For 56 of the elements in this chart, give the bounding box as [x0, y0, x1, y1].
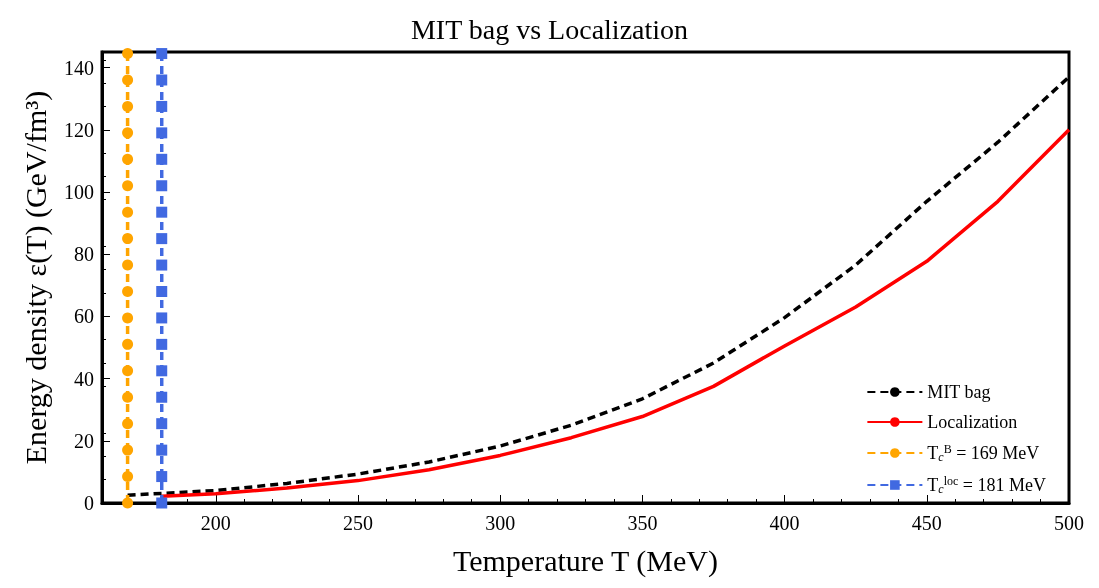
- x-tick-label: 200: [200, 512, 231, 534]
- point: [122, 259, 134, 271]
- chart-title: MIT bag vs Localization: [410, 13, 689, 45]
- point: [122, 48, 134, 60]
- y-axis-title: Energy density ε(T) (GeV/fm³): [18, 90, 53, 465]
- point: [122, 444, 134, 456]
- y-tick-label: 0: [84, 492, 94, 514]
- point: [156, 471, 168, 483]
- y-tick-label: 40: [74, 367, 94, 390]
- x-tick-label: 400: [769, 512, 800, 534]
- point: [122, 365, 134, 377]
- point: [156, 338, 168, 350]
- y-tick-label: 20: [74, 429, 94, 452]
- point: [156, 497, 168, 509]
- point: [122, 74, 134, 86]
- point: [156, 100, 168, 112]
- point: [156, 206, 168, 218]
- point: [156, 180, 168, 192]
- point: [122, 127, 134, 139]
- point: [122, 233, 134, 245]
- point: [156, 365, 168, 377]
- y-tick-label: 60: [74, 305, 94, 328]
- x-tick-label: 250: [342, 512, 373, 534]
- point: [156, 259, 168, 271]
- point: [156, 48, 168, 60]
- point: [122, 100, 134, 112]
- point: [122, 153, 134, 165]
- y-tick-label: 140: [64, 56, 94, 79]
- x-tick-label: 500: [1054, 512, 1084, 534]
- point: [156, 286, 168, 297]
- legend-label: Localization: [927, 412, 1018, 432]
- x-tick-label: 300: [485, 512, 516, 534]
- point: [122, 418, 134, 430]
- point: [122, 471, 134, 483]
- point: [122, 180, 134, 192]
- y-tick-label: 120: [64, 118, 94, 141]
- point: [122, 286, 134, 297]
- point: [156, 312, 168, 324]
- x-tick-label: 350: [627, 512, 658, 534]
- point: [122, 497, 134, 509]
- point: [122, 206, 134, 218]
- point: [156, 74, 168, 86]
- point: [122, 391, 134, 403]
- y-tick-label: 100: [64, 180, 94, 203]
- x-axis-title: Temperature T (MeV): [452, 543, 719, 578]
- point: [156, 444, 168, 456]
- point: [156, 391, 168, 403]
- point: [122, 312, 134, 324]
- x-tick-label: 450: [911, 512, 942, 534]
- point: [156, 153, 168, 165]
- point: [156, 233, 168, 245]
- y-tick-label: 80: [74, 243, 94, 266]
- point: [156, 418, 168, 430]
- point: [122, 338, 134, 350]
- point: [156, 127, 168, 139]
- legend-label: MIT bag: [927, 382, 991, 402]
